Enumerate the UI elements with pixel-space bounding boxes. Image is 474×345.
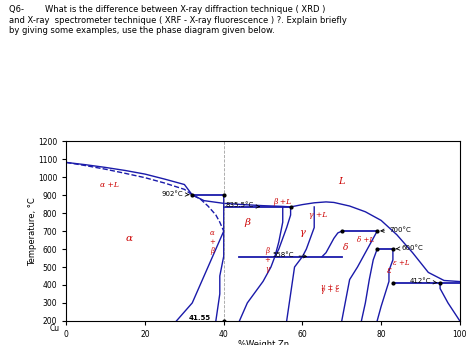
Text: Q6-        What is the difference between X-ray diffraction technique ( XRD ): Q6- What is the difference between X-ray… — [9, 5, 326, 14]
Text: γ + ε: γ + ε — [321, 283, 339, 291]
Text: and X-ray  spectrometer technique ( XRF - X-ray fluorescence ) ?. Explain briefl: and X-ray spectrometer technique ( XRF -… — [9, 16, 347, 24]
Text: 835.5°C: 835.5°C — [225, 203, 259, 208]
Text: 600°C: 600°C — [396, 245, 423, 251]
Text: ε +L: ε +L — [392, 259, 409, 267]
Text: β +L: β +L — [273, 198, 292, 206]
Text: α +L: α +L — [100, 180, 119, 188]
X-axis label: %Weight Zn: %Weight Zn — [237, 340, 289, 345]
Text: α: α — [126, 234, 133, 243]
Text: 558°C: 558°C — [272, 252, 307, 258]
Text: 41.55: 41.55 — [189, 315, 211, 321]
Text: Cu: Cu — [49, 324, 60, 333]
Text: ε: ε — [386, 266, 392, 275]
Text: β
+
γ: β + γ — [264, 247, 270, 273]
Text: by giving some examples, use the phase diagram given below.: by giving some examples, use the phase d… — [9, 26, 275, 35]
Text: 700°C: 700°C — [381, 227, 411, 233]
Text: δ: δ — [343, 243, 348, 252]
Text: γ: γ — [300, 228, 305, 237]
Text: δ +L: δ +L — [357, 236, 374, 244]
Text: γ +L: γ +L — [309, 211, 328, 219]
Text: γ + ε: γ + ε — [321, 286, 339, 294]
Text: α
+
β: α + β — [209, 229, 215, 255]
Y-axis label: Temperature, °C: Temperature, °C — [27, 197, 36, 266]
Text: 902°C: 902°C — [162, 191, 189, 197]
Text: 412°C: 412°C — [410, 278, 437, 284]
Text: β: β — [244, 218, 250, 227]
Text: L: L — [338, 177, 345, 186]
